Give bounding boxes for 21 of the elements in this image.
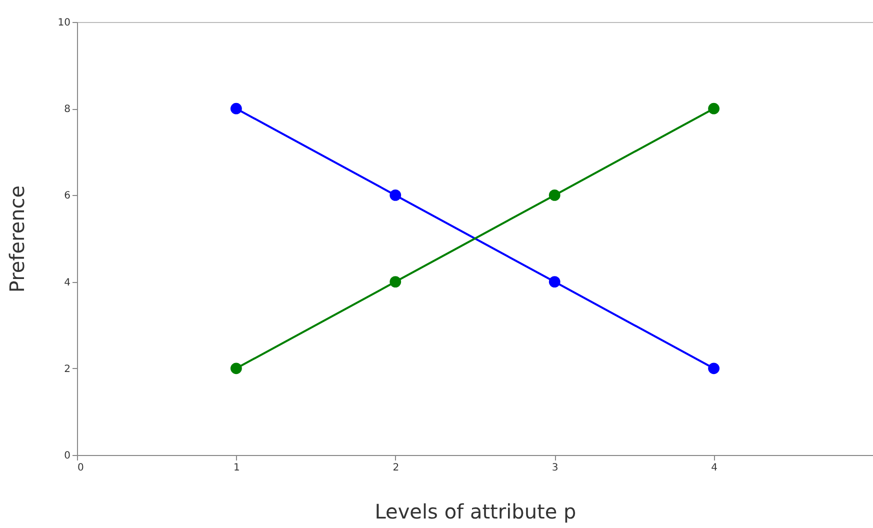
x-tick-label: 1 (234, 462, 240, 474)
point (548, 276, 560, 288)
y-tick-label: 2 (64, 364, 70, 375)
point (708, 362, 720, 374)
x-tick-label: 3 (552, 462, 558, 474)
point (390, 276, 402, 288)
point (548, 190, 560, 201)
x-tick-label: 0 (78, 462, 84, 474)
point (708, 102, 720, 114)
y-axis-title: Preference (4, 185, 29, 293)
y-tick-label: 8 (64, 104, 70, 116)
y-tick-label: 6 (64, 190, 70, 202)
point (230, 102, 242, 114)
y-tick-label: 4 (64, 277, 70, 288)
y-tick-label: 0 (64, 450, 70, 462)
x-tick-label: 2 (392, 462, 400, 474)
point (390, 190, 402, 201)
point (230, 362, 242, 374)
x-tick-label: 4 (711, 462, 718, 474)
y-tick-label: 10 (58, 18, 70, 28)
x-axis-title: Levels of attribute p (374, 500, 576, 524)
